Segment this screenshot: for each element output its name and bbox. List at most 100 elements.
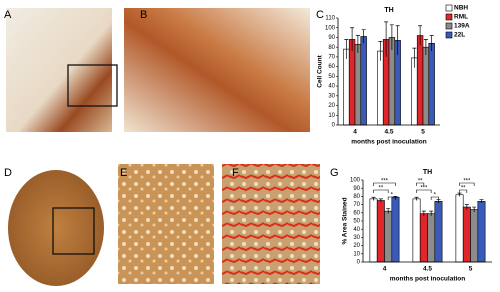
legend-label: NBH [454, 5, 468, 12]
bar [427, 213, 436, 263]
error-bar [350, 27, 355, 52]
error-bar [414, 196, 419, 201]
bar [477, 201, 486, 263]
error-bar [384, 21, 389, 57]
legend-swatch [445, 31, 453, 39]
y-tick-label: 30 [328, 93, 335, 99]
bar [416, 35, 424, 126]
bar [384, 210, 393, 263]
bar [455, 194, 464, 263]
x-tick-label: 4 [383, 266, 387, 273]
error-bar [378, 40, 383, 61]
bar [411, 57, 418, 126]
legend-swatch [445, 13, 453, 21]
error-bar [421, 210, 426, 217]
y-tick-label: 60 [353, 210, 360, 216]
legend-swatch [445, 4, 453, 12]
error-bar [378, 198, 383, 203]
y-tick-label: 90 [353, 186, 360, 192]
significance-bracket [373, 182, 396, 186]
error-bar [389, 24, 394, 51]
x-axis-label: months post inoculation [390, 276, 465, 283]
y-axis-label: Cell Count [317, 54, 324, 87]
photo-a [6, 8, 112, 132]
y-tick-label: 40 [328, 84, 335, 90]
bar [470, 209, 479, 263]
significance-label: * [391, 193, 394, 199]
panel-label: F [232, 167, 239, 179]
y-tick-label: 20 [353, 243, 360, 249]
chart-title: TH [384, 7, 393, 14]
legend-swatch [445, 22, 453, 30]
error-bar [344, 39, 349, 59]
significance-bracket [373, 189, 389, 193]
y-tick-label: 90 [328, 35, 335, 41]
significance-label: *** [381, 179, 389, 185]
significance-bracket [430, 196, 439, 200]
panel-label: B [140, 9, 147, 21]
legend-label: RML [454, 14, 468, 21]
significance-label: * [434, 193, 437, 199]
bar [343, 48, 350, 126]
error-bar [479, 199, 484, 203]
axes [337, 18, 440, 126]
error-bar [371, 196, 376, 201]
significance-bracket [416, 182, 425, 186]
bar [377, 50, 384, 126]
y-tick-label: 70 [328, 54, 335, 60]
bar [348, 39, 356, 126]
y-axis-label: % Area Stained [342, 197, 349, 244]
y-tick-label: 10 [328, 113, 335, 119]
y-tick-label: 30 [353, 235, 360, 241]
significance-label: ** [379, 186, 384, 192]
y-tick-label: 80 [328, 45, 335, 51]
y-tick-label: 60 [328, 64, 335, 70]
significance-label: ** [461, 186, 466, 192]
error-bar [386, 208, 391, 214]
error-bar [429, 210, 434, 217]
axes [362, 180, 492, 263]
x-tick-label: 4.5 [384, 129, 393, 136]
photo-b [124, 8, 310, 132]
significance-bracket [387, 196, 396, 200]
bar [376, 200, 385, 263]
error-bar [429, 35, 434, 52]
significance-bracket [459, 182, 475, 186]
x-tick-label: 5 [421, 129, 425, 136]
error-bar [395, 25, 400, 55]
panel-label: E [120, 167, 127, 179]
inset-box [67, 64, 118, 107]
y-tick-label: 80 [353, 194, 360, 200]
y-tick-label: 0 [332, 123, 336, 129]
panel-label: D [4, 167, 12, 179]
bar [434, 201, 443, 263]
bar [369, 198, 378, 263]
significance-label: ** [418, 179, 423, 185]
bar [428, 42, 435, 126]
y-tick-label: 70 [353, 202, 360, 208]
legend-label: 22L [454, 32, 465, 39]
error-bar [464, 204, 469, 210]
y-tick-label: 20 [328, 103, 335, 109]
photos [6, 8, 320, 286]
error-bar [361, 29, 366, 44]
error-bar [457, 192, 462, 197]
x-tick-label: 4 [353, 129, 357, 136]
error-bar [355, 35, 360, 54]
bar [354, 43, 362, 126]
panel-label: C [316, 9, 324, 21]
error-bar [423, 39, 428, 55]
y-tick-label: 50 [328, 74, 335, 80]
x-axis-label: months post inoculation [351, 139, 426, 146]
bar [419, 213, 428, 263]
y-tick-label: 100 [350, 178, 361, 184]
photo-e [118, 164, 214, 284]
bar [391, 196, 400, 263]
y-tick-label: 110 [325, 16, 335, 22]
significance-bracket [416, 189, 432, 193]
bar [388, 37, 396, 126]
bar [412, 198, 421, 263]
chart-title: TH [423, 169, 432, 176]
significance-label: *** [420, 186, 428, 192]
